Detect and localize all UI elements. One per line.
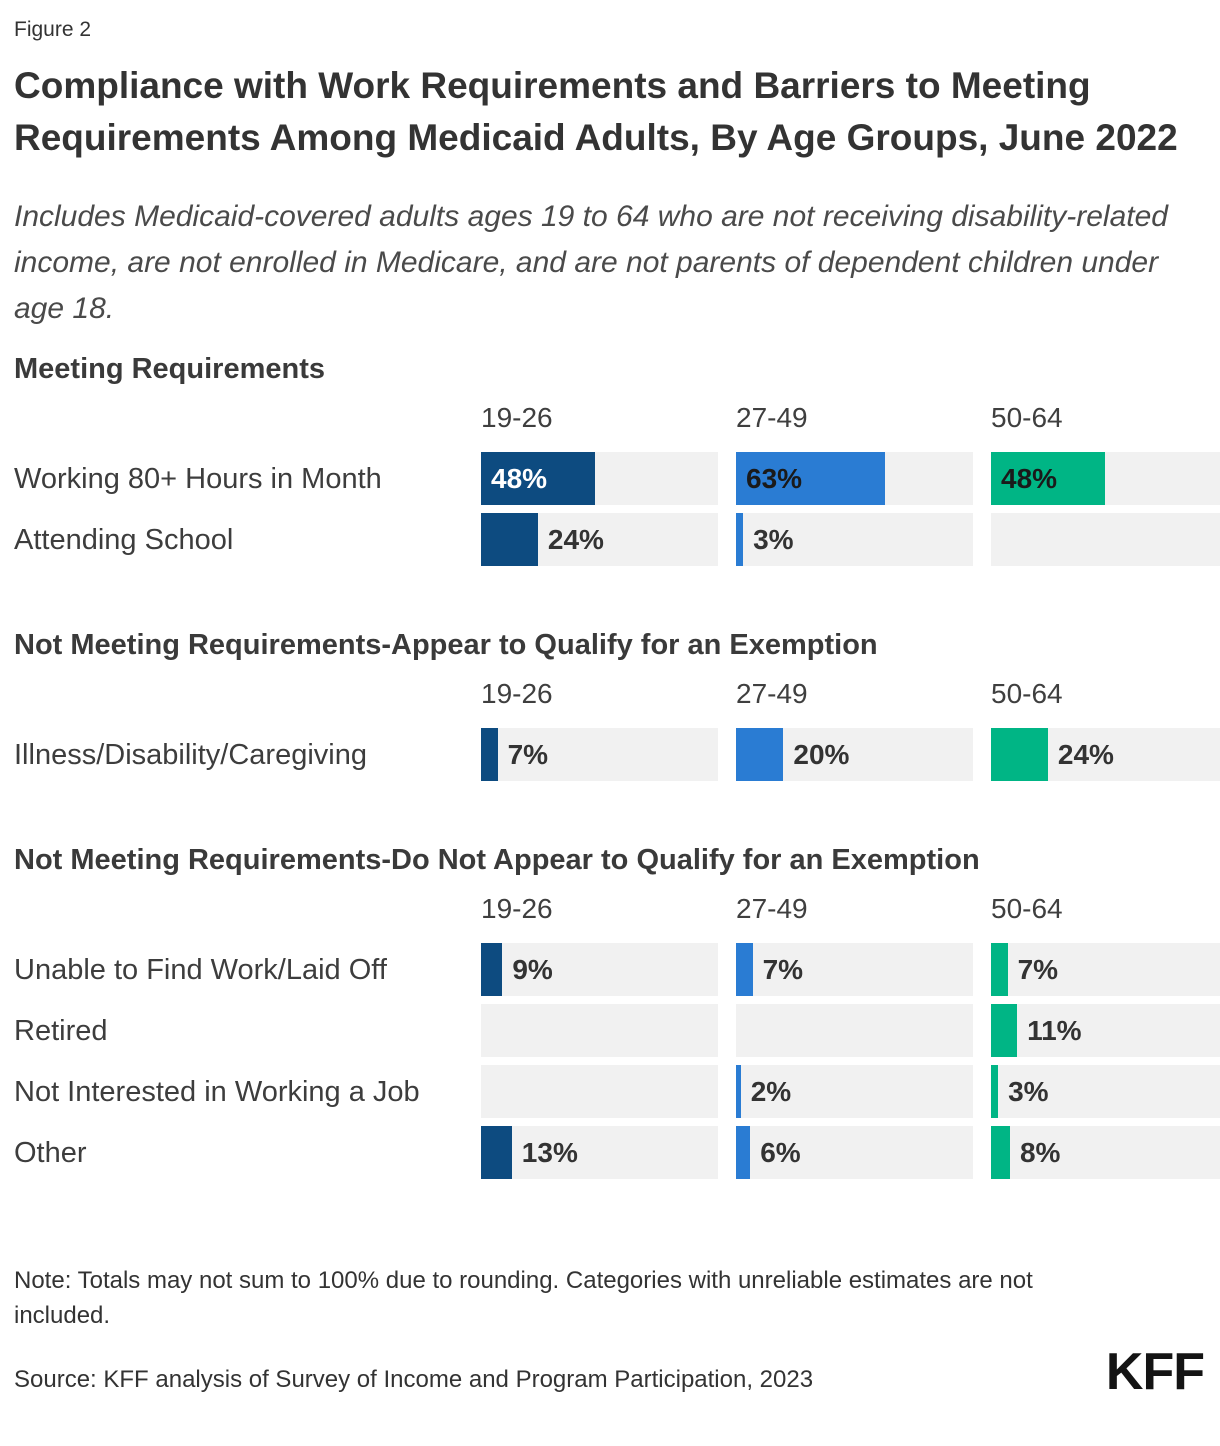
bar-value-label: 2% — [750, 1075, 792, 1107]
bar-track: 24% — [481, 513, 718, 566]
bar-value-label: 3% — [1008, 1075, 1049, 1107]
bar-fill — [481, 513, 538, 566]
bar-fill — [736, 1065, 741, 1118]
row-label: Illness/Disability/Caregiving — [14, 738, 367, 771]
bar-value-label: 20% — [793, 738, 850, 770]
bar-track: 3% — [736, 513, 973, 566]
section-grid: 19-26 27-49 50-64 Illness/Disability/Caregi… — [14, 678, 1220, 781]
age-group-header: 27-49 — [736, 402, 808, 433]
bar-value-label: 8% — [1019, 1136, 1061, 1168]
chart-sections: Meeting Requirements 19-26 27-49 50-64 Worki… — [14, 350, 1220, 1179]
bar-track — [481, 1004, 718, 1057]
kff-logo: KFF — [1105, 1343, 1205, 1401]
row-label: Unable to Find Work/Laid Off — [14, 953, 387, 986]
chart-section: Not Meeting Requirements-Do Not Appear t… — [14, 841, 1220, 1179]
age-group-header: 19-26 — [481, 402, 553, 433]
bar-value-label: 48% — [1001, 462, 1058, 494]
bar-track — [991, 513, 1220, 566]
section-heading: Not Meeting Requirements-Appear to Quali… — [14, 629, 878, 661]
page-title: Compliance with Work Requirements and Ba… — [14, 65, 1178, 158]
bar-track: 2% — [736, 1065, 973, 1118]
bar-fill — [481, 452, 595, 505]
bar-fill — [991, 1126, 1010, 1179]
bar-fill — [481, 1126, 512, 1179]
bar-fill — [736, 1126, 751, 1179]
age-group-header: 50-64 — [991, 402, 1063, 433]
bar-fill — [481, 728, 498, 781]
bar-track: 6% — [736, 1126, 973, 1179]
bar-track: 9% — [481, 943, 718, 996]
section-heading: Not Meeting Requirements-Do Not Appear t… — [14, 844, 980, 876]
age-group-header: 19-26 — [481, 893, 553, 924]
bar-value-label: 3% — [753, 523, 794, 555]
bar-track: 7% — [481, 728, 718, 781]
bar-value-label: 7% — [1017, 953, 1059, 985]
age-group-header: 50-64 — [991, 678, 1063, 709]
bar-track: 7% — [736, 943, 973, 996]
bar-fill — [991, 452, 1105, 505]
bar-value-label: 13% — [521, 1136, 578, 1168]
bar-value-label: 6% — [760, 1136, 801, 1168]
figure-label: Figure 2 — [14, 18, 92, 41]
chart-section: Meeting Requirements 19-26 27-49 50-64 Worki… — [14, 350, 1220, 566]
row-label: Attending School — [14, 523, 234, 556]
age-group-header: 19-26 — [481, 678, 553, 709]
bar-track: 3% — [991, 1065, 1220, 1118]
bar-value-label: 48% — [491, 462, 548, 494]
bar-fill — [991, 1004, 1018, 1057]
bar-track: 48% — [481, 452, 718, 505]
row-label: Other — [14, 1136, 87, 1169]
bar-fill — [736, 943, 753, 996]
bar-value-label: 63% — [746, 462, 803, 494]
bar-track — [736, 1004, 973, 1057]
bar-fill — [991, 1065, 999, 1118]
bar-track: 48% — [991, 452, 1220, 505]
bar-fill — [736, 728, 784, 781]
bar-track: 7% — [991, 943, 1220, 996]
age-group-header: 27-49 — [736, 678, 808, 709]
section-grid: 19-26 27-49 50-64 Working 80+ Hours in Mont… — [14, 402, 1220, 566]
row-label: Not Interested in Working a Job — [14, 1075, 420, 1108]
bar-track: 24% — [991, 728, 1220, 781]
bar-value-label: 7% — [762, 953, 804, 985]
bar-track: 11% — [991, 1004, 1220, 1057]
bar-fill — [991, 728, 1048, 781]
source-text: Source: KFF analysis of Survey of Income… — [14, 1366, 814, 1393]
bar-value-label: 24% — [1057, 738, 1114, 770]
section-grid: 19-26 27-49 50-64 Unable to Find Work/Laid … — [14, 893, 1220, 1179]
age-group-header: 27-49 — [736, 893, 808, 924]
bar-fill — [736, 452, 886, 505]
bar-track: 8% — [991, 1126, 1220, 1179]
section-heading: Meeting Requirements — [14, 353, 325, 385]
bar-track: 63% — [736, 452, 973, 505]
page-subtitle: Includes Medicaid-covered adults ages 19… — [14, 200, 1168, 325]
bar-value-label: 7% — [507, 738, 549, 770]
bar-track: 13% — [481, 1126, 718, 1179]
footnote: Note: Totals may not sum to 100% due to … — [14, 1267, 1033, 1329]
bar-fill — [481, 943, 503, 996]
bar-value-label: 11% — [1027, 1014, 1082, 1046]
bar-value-label: 9% — [512, 953, 553, 985]
bar-value-label: 24% — [547, 523, 604, 555]
bar-fill — [991, 943, 1008, 996]
bar-fill — [736, 513, 744, 566]
chart-section: Not Meeting Requirements-Appear to Quali… — [14, 626, 1220, 781]
bar-track — [481, 1065, 718, 1118]
age-group-header: 50-64 — [991, 893, 1063, 924]
footer: Note: Totals may not sum to 100% due to … — [14, 1263, 1210, 1401]
bar-track: 20% — [736, 728, 973, 781]
row-label: Retired — [14, 1014, 108, 1047]
row-label: Working 80+ Hours in Month — [14, 462, 382, 495]
